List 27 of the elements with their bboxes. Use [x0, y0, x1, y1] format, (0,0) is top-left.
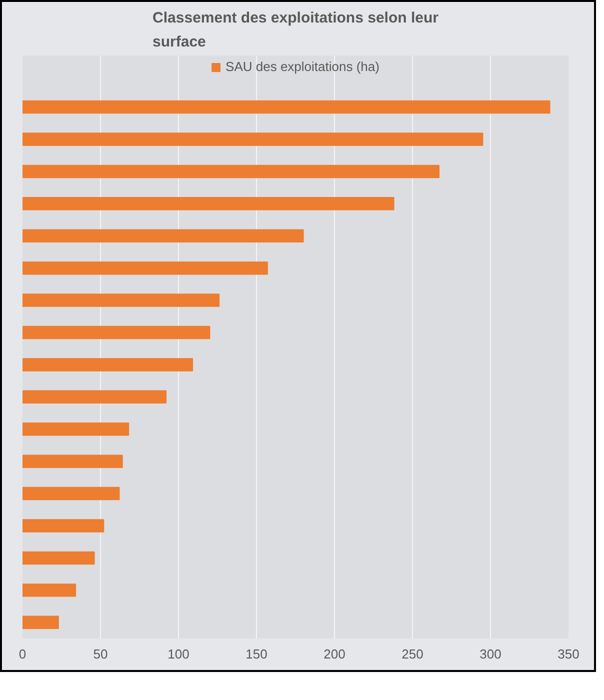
bar: [22, 584, 76, 597]
bar: [22, 390, 167, 404]
bar: [22, 486, 120, 500]
bar: [22, 422, 130, 436]
x-tick-label: 150: [246, 646, 268, 662]
x-tick-label: 0: [18, 646, 26, 662]
x-tick-label: 350: [558, 646, 580, 662]
bar: [22, 551, 95, 565]
chart-title: Classement des exploitations selon leur surface: [152, 10, 439, 50]
bar: [22, 519, 104, 532]
bar: [22, 294, 220, 307]
bar: [22, 100, 550, 114]
legend-label: SAU des exploitations (ha): [226, 59, 380, 74]
bar: [22, 358, 194, 372]
x-tick-label: 300: [480, 646, 502, 662]
bar: [22, 164, 440, 178]
bar: [22, 132, 484, 146]
x-tick-label: 250: [402, 646, 424, 662]
bar: [22, 454, 123, 468]
x-tick-label: 50: [93, 646, 108, 662]
bar: [22, 261, 268, 275]
bar: [22, 326, 210, 340]
x-tick-label: 100: [168, 646, 190, 662]
bar: [22, 229, 304, 242]
bar: [22, 197, 394, 210]
x-tick-label: 200: [324, 646, 346, 662]
bar: [22, 616, 59, 630]
